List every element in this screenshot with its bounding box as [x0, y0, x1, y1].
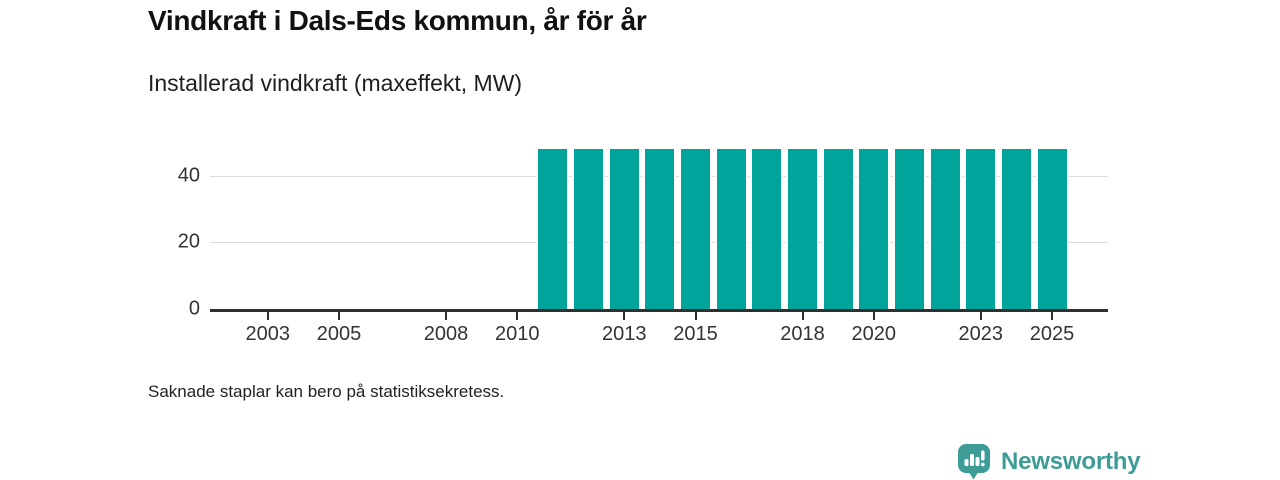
- y-axis-label-40: 40: [177, 164, 200, 187]
- x-axis-label-2023: 2023: [958, 323, 1004, 345]
- newsworthy-logo-text: Newsworthy: [1001, 447, 1141, 475]
- bar-2014: [643, 148, 677, 309]
- bar-2022: [928, 148, 962, 309]
- x-axis-label-2013: 2013: [602, 323, 647, 345]
- bar-2021: [892, 148, 926, 309]
- x-tick-2018: [801, 312, 804, 320]
- bar-2020: [857, 148, 891, 309]
- bar-2024: [999, 148, 1033, 309]
- x-tick-2023: [979, 312, 982, 320]
- y-axis-label-0: 0: [188, 297, 200, 320]
- chart-title: Vindkraft i Dals-Eds kommun, år för år: [148, 5, 647, 36]
- x-tick-2005: [338, 312, 341, 320]
- x-tick-2008: [445, 312, 447, 320]
- newsworthy-logo-icon: [958, 444, 990, 480]
- x-tick-2020: [872, 312, 875, 320]
- chart-subtitle: Installerad vindkraft (maxeffekt, MW): [148, 70, 523, 96]
- bar-2023: [964, 148, 998, 309]
- bar-2015: [679, 148, 713, 309]
- bar-2019: [821, 148, 855, 309]
- x-tick-2010: [516, 312, 519, 320]
- newsworthy-logo: Newsworthy: [957, 443, 1141, 480]
- bar-2016: [714, 148, 748, 309]
- x-axis-label-2020: 2020: [851, 323, 897, 345]
- x-tick-2015: [694, 312, 697, 320]
- y-axis-label-20: 20: [177, 230, 200, 253]
- bar-2025: [1035, 148, 1069, 309]
- bar-2011: [536, 148, 570, 309]
- x-axis-label-2018: 2018: [780, 323, 825, 345]
- x-axis-label-2025: 2025: [1029, 323, 1075, 345]
- x-axis-label-2005: 2005: [316, 323, 362, 345]
- x-tick-2013: [623, 312, 626, 320]
- x-axis-label-2010: 2010: [495, 323, 540, 345]
- x-tick-2003: [266, 312, 269, 320]
- bar-2018: [786, 148, 819, 309]
- footnote: Saknade staplar kan bero på statistiksek…: [148, 382, 505, 401]
- x-axis-line: [210, 309, 1108, 312]
- x-tick-2025: [1051, 312, 1054, 320]
- bar-2013: [607, 148, 641, 309]
- x-axis-label-2003: 2003: [245, 323, 291, 345]
- bar-2012: [572, 148, 606, 309]
- x-axis-label-2015: 2015: [673, 323, 718, 345]
- bar-2017: [750, 148, 784, 309]
- x-axis-label-2008: 2008: [423, 323, 469, 345]
